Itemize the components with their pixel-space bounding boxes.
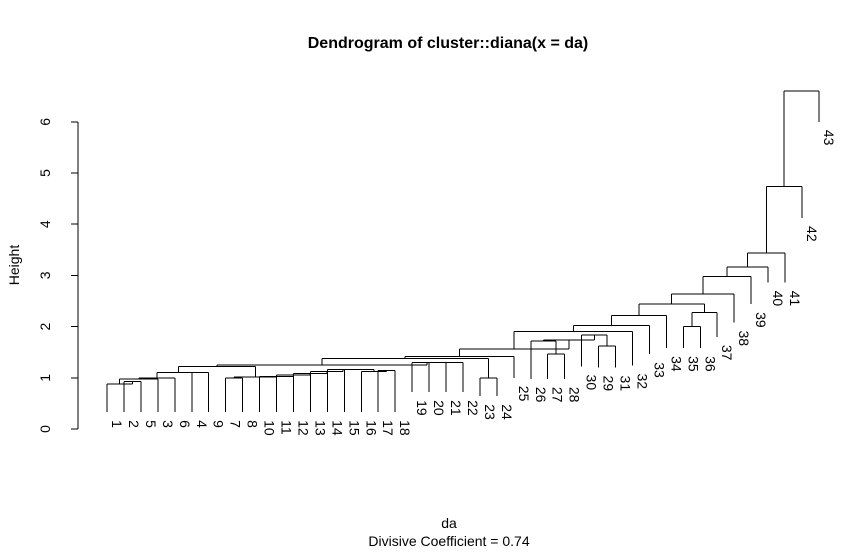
leaf-label: 17 [380, 420, 396, 436]
leaf-label: 29 [601, 376, 617, 392]
leaf-label: 26 [533, 387, 549, 403]
leaf-label: 36 [702, 356, 718, 372]
y-axis: 0 1 2 3 4 5 6 [37, 118, 79, 433]
leaf-label: 22 [465, 400, 481, 416]
leaf-label: 24 [499, 404, 515, 420]
leaf-label: 2 [126, 420, 142, 428]
leaf-label: 13 [312, 420, 328, 436]
leaf-label: 34 [668, 356, 684, 372]
leaf-label: 33 [651, 362, 667, 378]
leaf-label: 3 [160, 420, 176, 428]
leaf-label: 19 [414, 400, 430, 416]
leaf-label: 10 [262, 420, 278, 436]
x-axis-label: da [441, 515, 457, 531]
y-axis-label: Height [6, 245, 22, 286]
y-tick-label: 4 [37, 220, 53, 228]
leaf-label: 27 [550, 387, 566, 403]
leaf-label: 12 [295, 420, 311, 436]
leaf-label: 20 [431, 400, 447, 416]
leaf-label: 37 [719, 345, 735, 361]
divisive-coefficient-subtitle: Divisive Coefficient = 0.74 [368, 533, 529, 549]
leaf-label: 35 [685, 356, 701, 372]
leaf-label: 6 [177, 420, 193, 428]
leaf-label: 32 [634, 374, 650, 390]
leaf-label: 25 [516, 386, 532, 402]
leaf-label: 8 [245, 420, 261, 428]
dendrogram-tree [106, 90, 820, 413]
leaf-label: 38 [736, 331, 752, 347]
y-tick-label: 2 [37, 322, 53, 330]
leaf-label: 15 [346, 420, 362, 436]
leaf-label: 39 [753, 312, 769, 328]
leaf-label: 30 [584, 375, 600, 391]
leaf-label: 7 [228, 420, 244, 428]
leaf-label: 42 [804, 226, 820, 242]
leaf-label: 21 [448, 400, 464, 416]
y-tick-label: 1 [37, 374, 53, 382]
leaf-label: 14 [329, 420, 345, 436]
chart-title: Dendrogram of cluster::diana(x = da) [308, 35, 589, 52]
leaf-label: 23 [482, 404, 498, 420]
leaf-label: 18 [397, 420, 413, 436]
leaf-label: 9 [211, 420, 227, 428]
y-tick-label: 5 [37, 169, 53, 177]
leaf-label: 11 [279, 420, 295, 435]
leaf-label: 16 [363, 420, 379, 436]
y-tick-label: 6 [37, 118, 53, 126]
leaf-label: 5 [143, 420, 159, 428]
leaf-label: 41 [787, 291, 803, 307]
y-tick-label: 3 [37, 271, 53, 279]
leaf-label: 40 [770, 291, 786, 307]
y-tick-label: 0 [37, 425, 53, 433]
leaf-label: 31 [618, 376, 634, 392]
leaf-label: 1 [109, 420, 125, 428]
leaf-label: 4 [194, 420, 210, 428]
leaf-label: 28 [567, 387, 583, 403]
leaf-label: 43 [821, 130, 837, 146]
